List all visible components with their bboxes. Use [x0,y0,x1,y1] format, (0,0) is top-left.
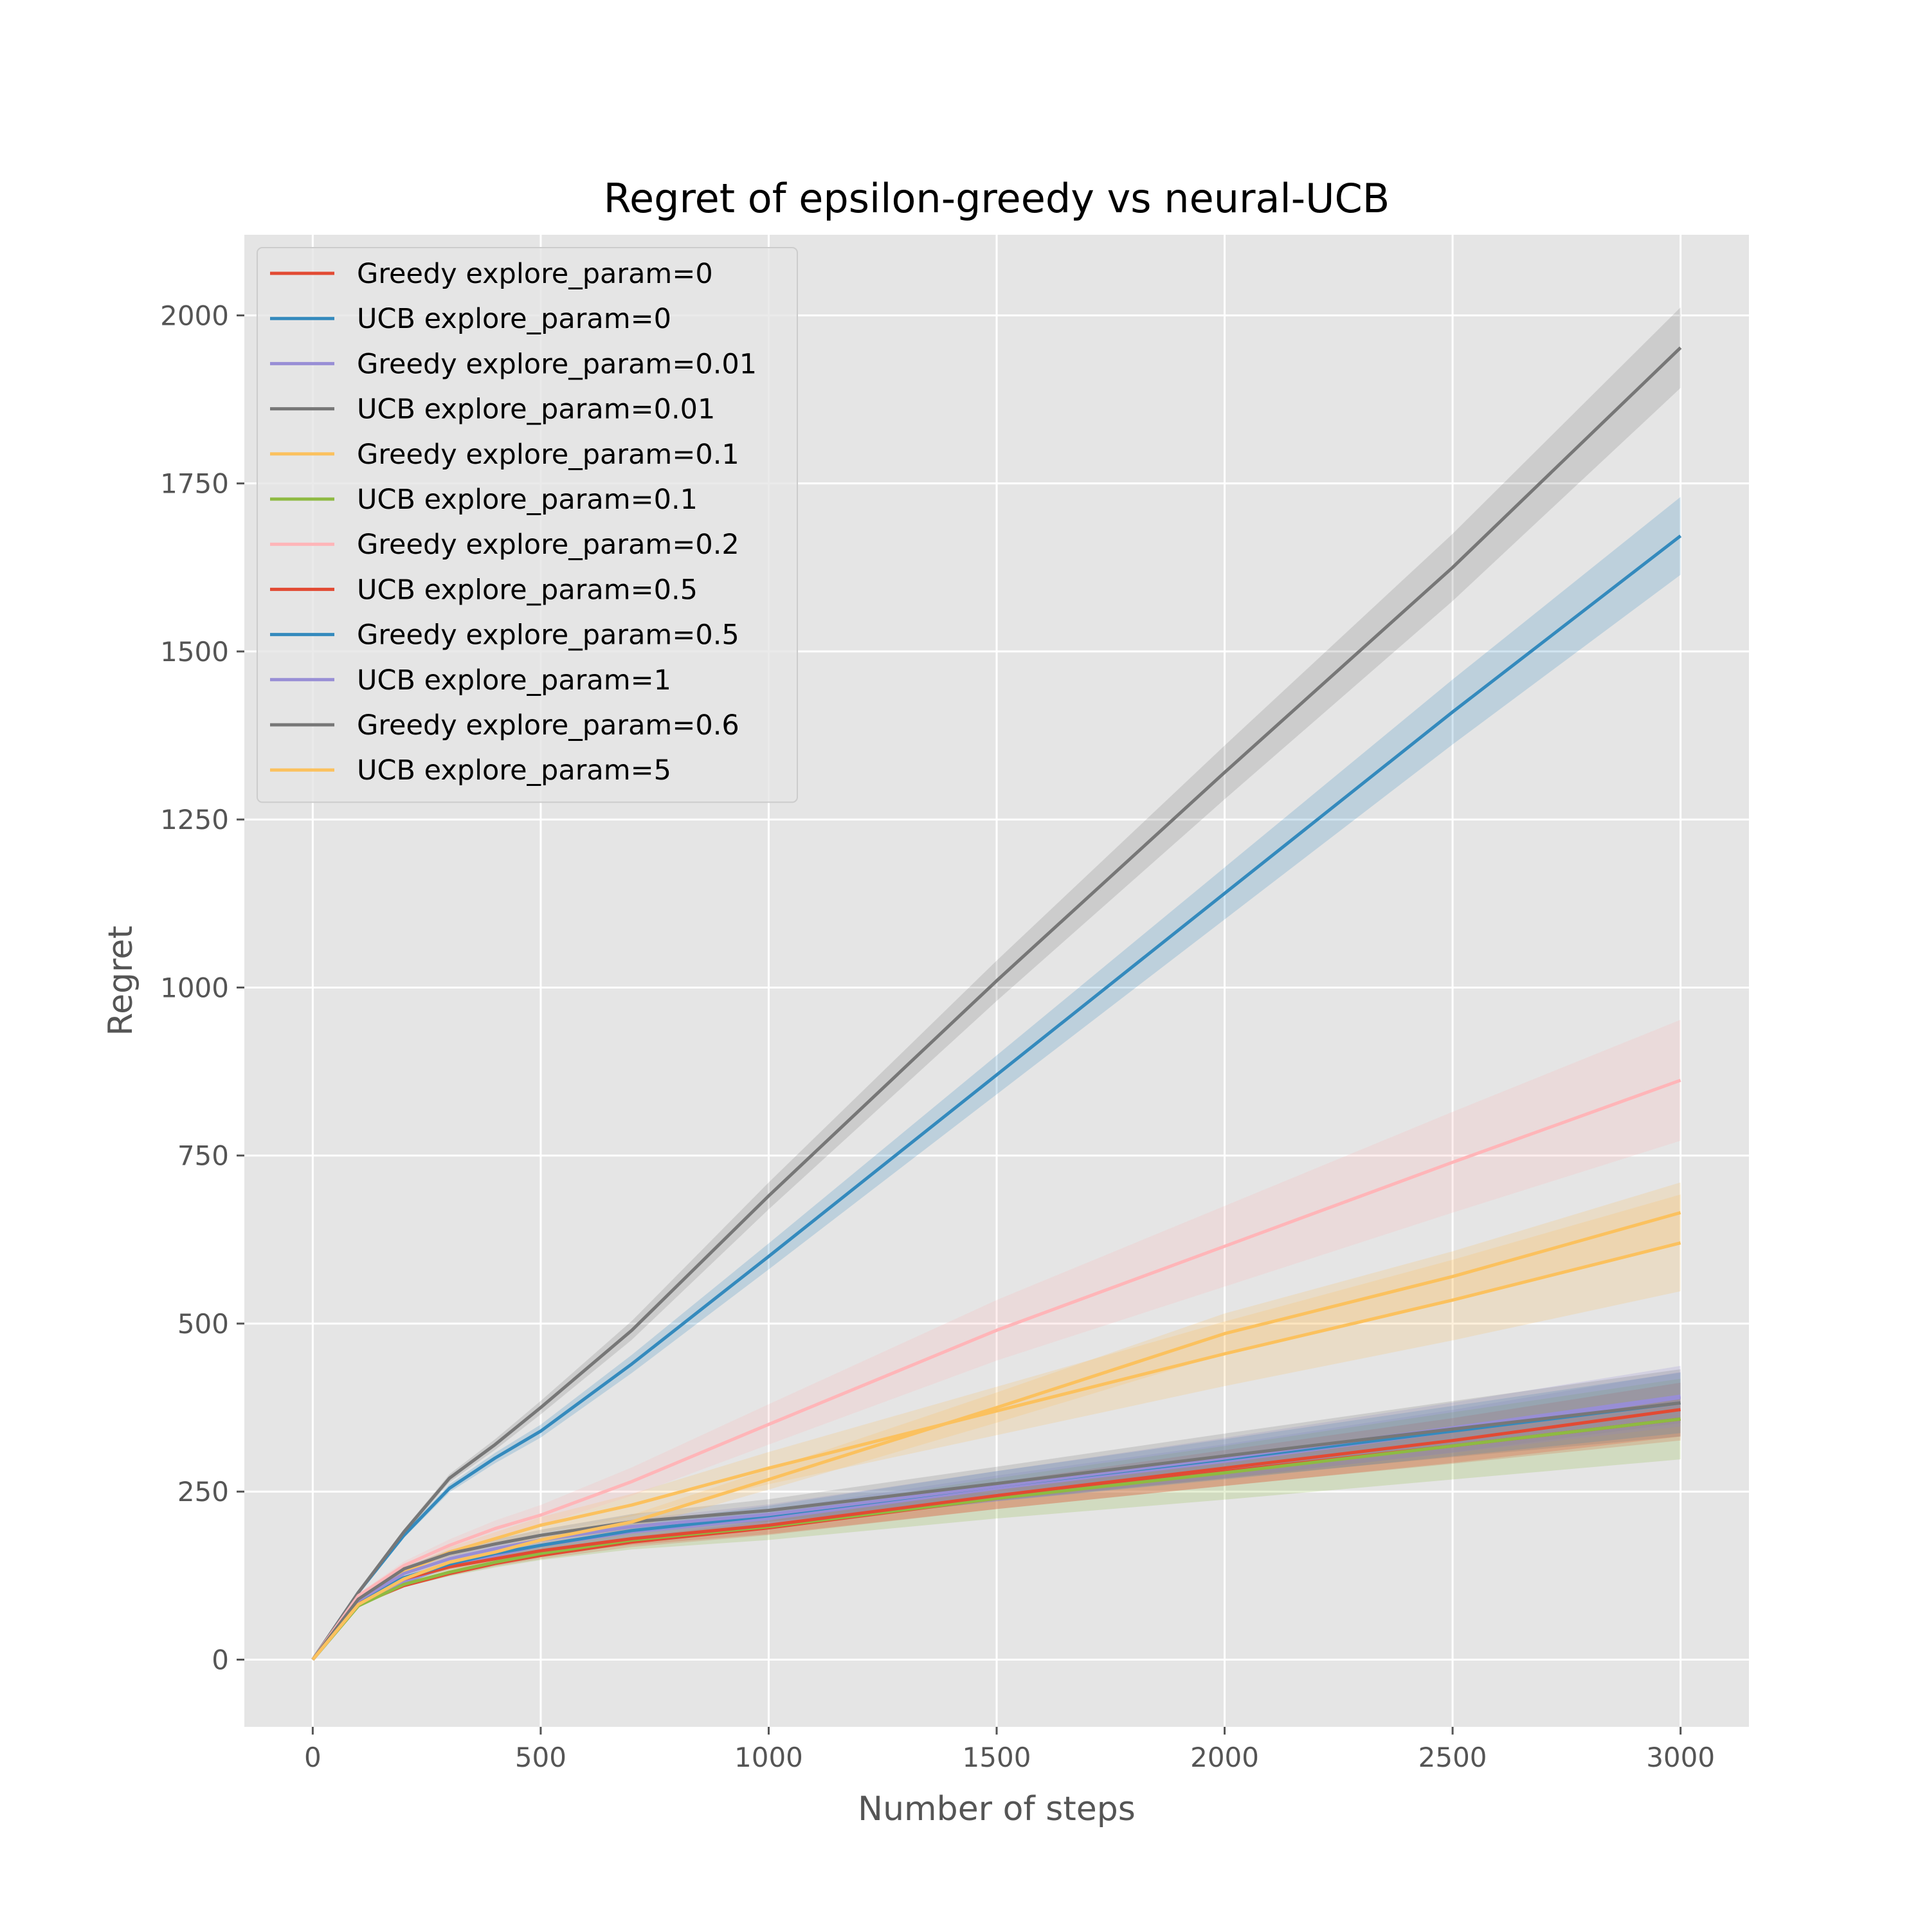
series-line-3 [311,346,1682,1661]
x-tick-label: 2500 [1418,1742,1487,1773]
confidence-band-4 [312,1194,1681,1660]
x-axis-label: Number of steps [858,1790,1136,1828]
x-tick-label: 1000 [734,1742,803,1773]
confidence-band-1 [312,497,1681,1660]
y-tick-label: 0 [212,1644,229,1675]
legend-label: UCB explore_param=0 [357,303,671,335]
legend-label: Greedy explore_param=0.2 [357,529,739,561]
confidence-band-3 [312,307,1681,1660]
y-tick-label: 1500 [160,636,229,668]
y-tick-label: 250 [177,1476,229,1508]
legend-label: Greedy explore_param=0.01 [357,348,757,380]
y-tick-label: 750 [177,1140,229,1172]
legend-label: UCB explore_param=0.01 [357,394,715,426]
legend-label: UCB explore_param=1 [357,664,671,697]
y-tick-label: 1750 [160,468,229,500]
series-line-11 [311,1211,1681,1661]
legend-label: UCB explore_param=5 [357,754,671,787]
series-line-10 [311,1401,1681,1661]
x-tick-label: 0 [304,1742,322,1773]
confidence-band-9 [312,1365,1681,1660]
confidence-band-7 [312,1382,1681,1660]
y-axis-ticks: 0 250 500 750 1000 1250 1500 1750 2000 [160,300,244,1675]
x-tick-label: 500 [515,1742,566,1773]
series-line-5 [311,1417,1681,1661]
confidence-band-0 [312,1397,1681,1660]
legend-label: Greedy explore_param=0.5 [357,619,739,652]
confidence-band-11 [312,1182,1681,1660]
legend-label: Greedy explore_param=0.1 [357,439,739,471]
y-tick-label: 500 [177,1308,229,1340]
series-lines [311,346,1682,1661]
legend-label: Greedy explore_param=0.6 [357,709,739,742]
series-line-1 [311,534,1682,1661]
legend: Greedy explore_param=0 UCB explore_param=… [257,247,798,803]
legend-box [257,247,798,803]
legend-label: UCB explore_param=0.1 [357,484,698,516]
x-tick-label: 2000 [1190,1742,1259,1773]
chart-title: Regret of epsilon-greedy vs neural-UCB [604,175,1390,222]
y-tick-label: 2000 [160,300,229,331]
confidence-band-5 [312,1378,1681,1660]
series-line-6 [311,1079,1681,1661]
y-tick-label: 1250 [160,804,229,835]
x-axis-ticks: 0 500 1000 1500 2000 2500 3000 [304,1727,1715,1773]
legend-label: UCB explore_param=0.5 [357,574,698,606]
x-tick-label: 1500 [963,1742,1031,1773]
confidence-band-6 [312,1019,1681,1660]
x-tick-label: 3000 [1646,1742,1715,1773]
legend-label: Greedy explore_param=0 [357,258,713,290]
y-tick-label: 1000 [160,972,229,1003]
y-axis-label: Regret [102,925,140,1035]
